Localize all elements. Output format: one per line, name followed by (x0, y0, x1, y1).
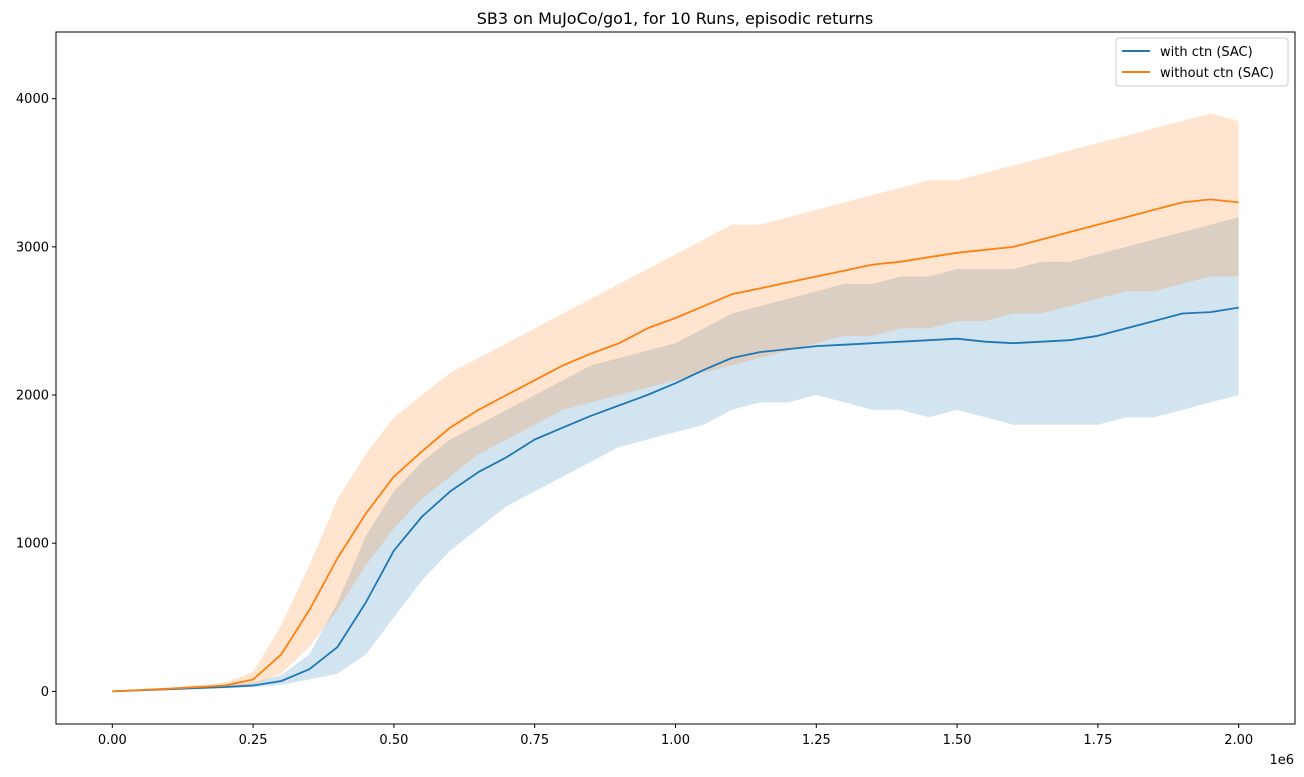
x-tick-label: 2.00 (1224, 733, 1253, 748)
x-axis-offset-label: 1e6 (1269, 753, 1294, 768)
x-tick-label: 1.00 (661, 733, 690, 748)
y-tick-label: 3000 (16, 240, 49, 255)
x-tick-label: 0.25 (239, 733, 268, 748)
x-tick-label: 1.25 (802, 733, 831, 748)
x-tick-label: 0.75 (520, 733, 549, 748)
series-line-without-ctn-sac (112, 198, 1239, 693)
x-tick-label: 0.50 (379, 733, 408, 748)
series-line-with-ctn-sac (112, 306, 1239, 693)
band-without-ctn-sac (112, 113, 1239, 692)
series-lines (112, 198, 1239, 693)
legend: with ctn (SAC) without ctn (SAC) (1115, 37, 1289, 87)
x-tick-label: 1.75 (1083, 733, 1112, 748)
x-axis-ticks: 0.00 0.25 0.50 0.75 1.00 1.25 1.50 1.75 2.00 (98, 724, 1253, 748)
x-tick-label: 0.00 (98, 733, 127, 748)
confidence-bands (112, 113, 1239, 692)
y-tick-label: 4000 (16, 92, 49, 107)
legend-label-with-ctn: with ctn (SAC) (1160, 45, 1253, 60)
y-tick-label: 0 (41, 685, 49, 700)
legend-box (1115, 37, 1289, 87)
y-tick-label: 2000 (16, 389, 49, 404)
y-axis-ticks: 0 1000 2000 3000 4000 (16, 92, 56, 700)
y-tick-label: 1000 (16, 537, 49, 552)
x-tick-label: 1.50 (943, 733, 972, 748)
chart-title: SB3 on MuJoCo/go1, for 10 Runs, episodic… (477, 9, 874, 28)
legend-label-without-ctn: without ctn (SAC) (1160, 66, 1274, 81)
band-with-ctn-sac (112, 217, 1239, 692)
